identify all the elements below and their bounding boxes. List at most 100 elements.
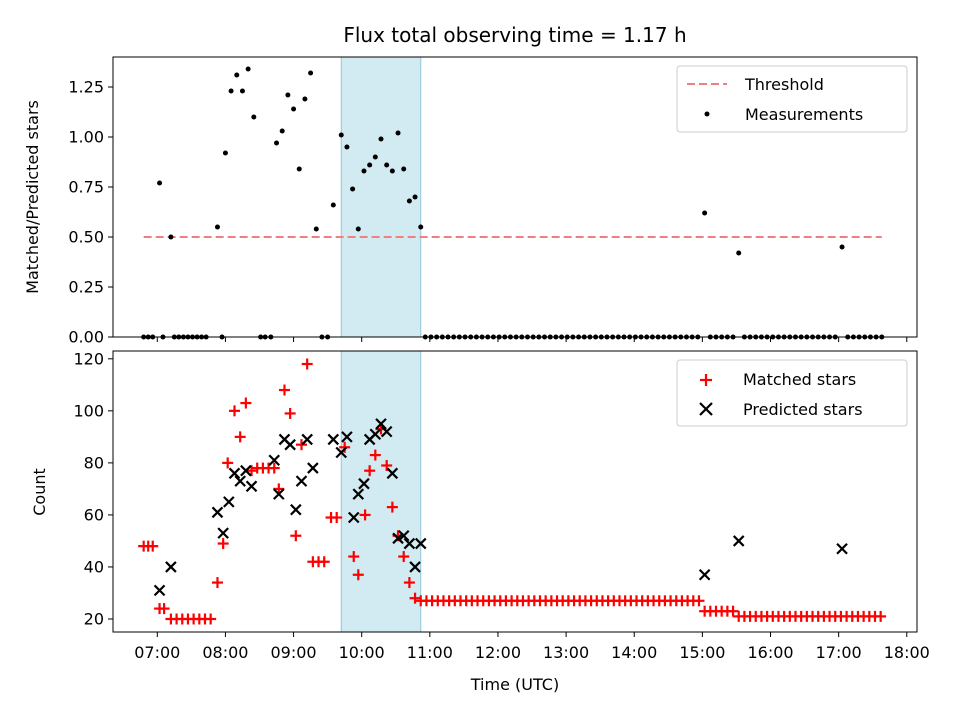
predicted-star-b	[273, 488, 285, 500]
matched-star-point	[875, 610, 887, 622]
measurement-point	[702, 210, 708, 216]
matched-star-point	[217, 538, 229, 550]
predicted-star-point	[347, 511, 360, 524]
bottom-panel-shaded-span	[340, 350, 422, 633]
predicted-star-point	[223, 496, 235, 508]
x-tick-label: 11:00	[407, 643, 453, 662]
predicted-star-b	[284, 438, 296, 451]
legend-predicted-swatch	[699, 402, 713, 416]
predicted-star-point	[273, 488, 285, 500]
predicted-star-b	[327, 433, 340, 446]
measurement-point	[839, 244, 845, 250]
top-panel: 0.00 0.25 0.50 0.75 1.00 1.25 Matched/Predict…	[23, 56, 918, 347]
matched-star-point	[205, 613, 217, 625]
measurement-point	[239, 88, 245, 94]
matched-star-point	[246, 465, 258, 477]
predicted-star-point	[341, 431, 353, 443]
measurement-point	[274, 140, 280, 146]
top-panel-shaded-span	[340, 56, 422, 338]
measurement-point	[389, 168, 395, 174]
predicted-star-point	[732, 535, 745, 547]
top-y-tick-label: 1.00	[68, 128, 104, 147]
top-legend-box	[676, 65, 908, 133]
predicted-star-point	[392, 532, 404, 545]
predicted-star-point	[698, 568, 711, 581]
predicted-star-point	[380, 425, 393, 438]
bottom-y-tick-label: 60	[84, 505, 104, 524]
measurement-point	[302, 96, 308, 102]
measurement-point	[222, 150, 228, 156]
measurement-point	[378, 136, 384, 142]
predicted-star-b	[211, 506, 224, 519]
matched-star-point	[318, 556, 330, 568]
measurement-point	[285, 92, 291, 98]
predicted-star-point	[335, 446, 348, 459]
legend-threshold-label: Threshold	[744, 75, 824, 94]
predicted-star-point	[836, 542, 848, 555]
top-y-tick-label: 0.75	[68, 178, 104, 197]
predicted-star-point	[307, 462, 319, 474]
bottom-legend-box	[676, 359, 908, 427]
predicted-star-point	[153, 584, 166, 597]
matched-star-point	[268, 462, 280, 474]
measurement-point	[395, 130, 401, 136]
predicted-star-point	[409, 561, 421, 573]
top-panel-frame	[112, 56, 918, 338]
predicted-star-b	[698, 568, 711, 581]
matched-points	[138, 358, 887, 625]
matched-star-point	[398, 551, 410, 563]
predicted-star-point	[290, 503, 302, 516]
measurement-point	[214, 224, 220, 230]
predicted-star-b	[409, 561, 421, 573]
predicted-star-point	[397, 529, 410, 542]
predicted-star-b	[397, 529, 410, 542]
measurement-point	[418, 224, 424, 230]
predicted-star-b	[414, 537, 427, 550]
x-tick-label: 18:00	[884, 643, 930, 662]
measurement-point	[234, 72, 240, 78]
predicted-star-point	[375, 418, 387, 430]
measurement-point	[406, 198, 412, 204]
legend-matched-label: Matched stars	[743, 370, 856, 389]
measurement-point	[350, 186, 356, 192]
measurement-point	[157, 180, 163, 186]
x-tick-label: 15:00	[679, 643, 725, 662]
predicted-star-b	[375, 418, 387, 430]
matched-star-point	[339, 441, 351, 453]
top-y-tick-label: 0.50	[68, 228, 104, 247]
predicted-star-b	[307, 462, 319, 474]
bottom-y-ticks: 20 40 60 80 100 120	[73, 349, 113, 628]
measurement-point	[168, 234, 174, 240]
predicted-star-b	[228, 467, 241, 480]
matched-star-point	[296, 439, 308, 451]
bottom-y-tick-label: 40	[84, 557, 104, 576]
predicted-star-b	[836, 542, 848, 555]
top-y-ticks: 0.00 0.25 0.50 0.75 1.00 1.25	[68, 78, 113, 347]
predicted-star-b	[386, 467, 399, 480]
predicted-star-b	[403, 537, 416, 550]
predicted-star-b	[732, 535, 745, 547]
bottom-panel-frame	[112, 350, 918, 633]
matched-star-point	[222, 457, 234, 469]
predicted-star-b	[290, 503, 302, 516]
predicted-star-point	[369, 428, 382, 441]
measurement-point	[245, 66, 251, 72]
x-tick-label: 07:00	[134, 643, 180, 662]
measurement-point	[279, 128, 285, 134]
bottom-panel: 20 40 60 80 100 120 07:00 08:00 09:00 10:00 11:00…	[30, 349, 930, 694]
predicted-star-b	[245, 480, 258, 493]
predicted-star-b	[392, 532, 404, 545]
predicted-star-b	[240, 464, 252, 477]
matched-star-point	[727, 605, 739, 617]
measurement-point	[344, 144, 350, 150]
top-legend: Threshold Measurements	[676, 65, 908, 133]
x-tick-label: 12:00	[475, 643, 521, 662]
predicted-star-point	[386, 467, 399, 480]
x-tick-label: 13:00	[543, 643, 589, 662]
predicted-star-b	[295, 475, 308, 487]
matched-star-point	[369, 449, 381, 461]
predicted-star-point	[301, 433, 313, 446]
bottom-y-tick-label: 120	[73, 349, 104, 368]
predicted-star-b	[301, 433, 313, 446]
